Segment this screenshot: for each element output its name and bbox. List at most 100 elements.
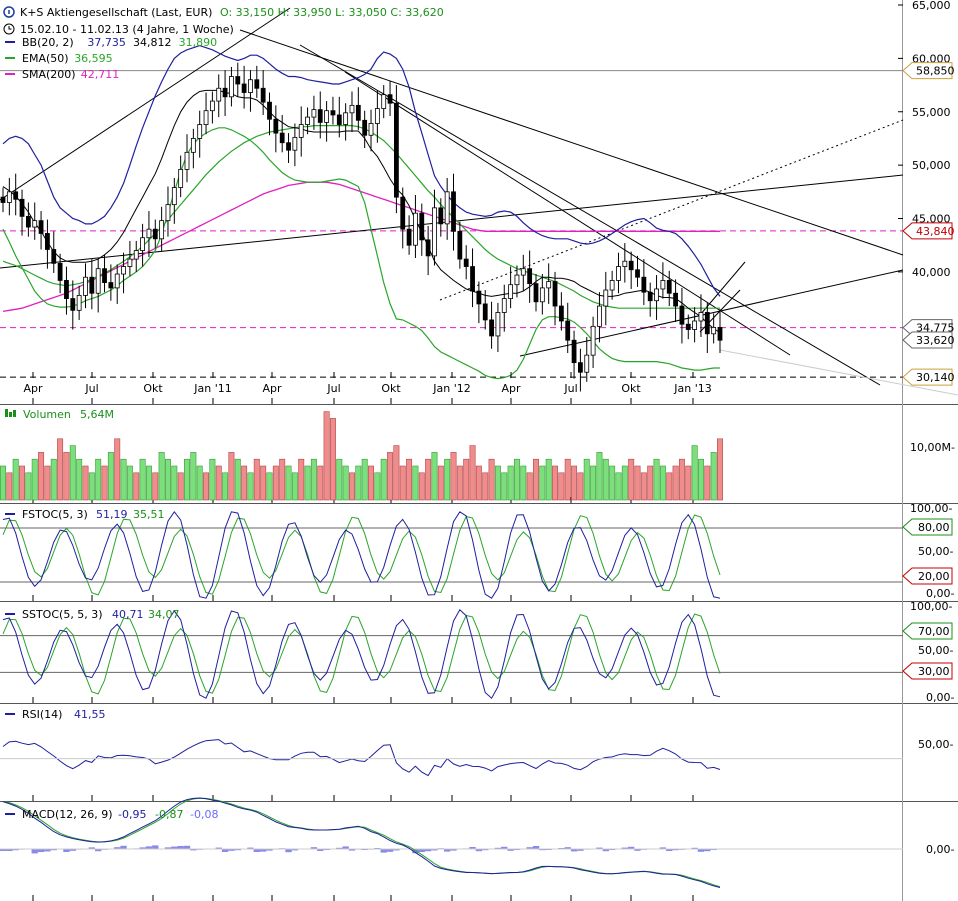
sstoc-signal-line — [2, 613, 721, 695]
fstoc-value-1: 51,19 — [96, 508, 128, 521]
candle-body — [368, 123, 374, 136]
macd-line — [2, 797, 721, 888]
volume-bar — [520, 465, 527, 501]
volume-bar — [558, 472, 565, 501]
volume-icon — [5, 409, 8, 417]
volume-bar — [552, 465, 558, 501]
x-tick-label: Jul — [563, 382, 577, 395]
fstoc-level-20-label: 20,00 — [918, 570, 950, 583]
candle-body — [501, 298, 507, 313]
candle-body — [171, 187, 177, 206]
candle-body — [704, 312, 710, 335]
macd-histogram-bar — [145, 846, 153, 849]
volume-bar — [672, 465, 679, 501]
trendline-6 — [439, 119, 904, 301]
macd-header: MACD(12, 26, 9) -0,95 -0,87 -0,08 0,00- — [5, 808, 954, 856]
x-tick-label: Jan '13 — [673, 382, 711, 395]
candle-body — [38, 220, 44, 234]
price-tick-label: 45,000 — [912, 213, 951, 226]
price-indicators — [2, 44, 721, 380]
sstoc-header: SSTOC(5, 5, 3) 40,71 34,07 100,00- 50,00… — [5, 600, 954, 704]
bb-mid-line — [2, 89, 721, 334]
candle-body — [102, 268, 107, 283]
price-tag-label: 58,850 — [916, 65, 955, 78]
x-tick-label: Okt — [143, 382, 163, 395]
candle-body — [190, 138, 196, 153]
candle-body — [527, 268, 533, 285]
volume-bar — [323, 411, 330, 501]
macd-histogram-bar — [710, 849, 717, 851]
candle-body — [514, 274, 520, 286]
candle-body — [286, 142, 291, 151]
macd-histogram-bar — [494, 847, 502, 849]
macd-histogram-bar — [285, 849, 292, 853]
macd-panel — [0, 797, 903, 888]
volume-bar — [621, 465, 628, 501]
volume-bar — [393, 445, 400, 501]
volume-bar — [336, 458, 343, 501]
candle-body — [260, 87, 266, 103]
candle-body — [552, 281, 558, 307]
macd-histogram-bar — [31, 849, 38, 854]
legend-label: BB(20, 2) — [22, 36, 74, 49]
candle-body — [178, 169, 184, 188]
macd-histogram-bar — [627, 846, 635, 849]
volume-icon-bar3 — [13, 410, 16, 417]
volume-bar — [38, 452, 45, 501]
legend-label: SMA(200) — [22, 68, 76, 81]
volume-bar — [228, 452, 235, 501]
volume-bar — [710, 452, 717, 501]
candle-body — [279, 132, 285, 144]
fstoc-ytick-50: 50,00- — [918, 545, 953, 558]
volume-bar — [406, 458, 413, 501]
macd-ytick: 0,00- — [926, 843, 954, 856]
volume-icon-bar2 — [9, 412, 12, 417]
candle-body — [197, 124, 203, 139]
volume-bar — [165, 458, 171, 501]
candle-body — [590, 325, 596, 356]
macd-histogram-bar — [361, 849, 368, 851]
macd-value-3: -0,08 — [190, 808, 218, 821]
candle-body — [470, 266, 475, 292]
volume-ytick: 10,00M- — [910, 441, 955, 454]
volume-bar — [31, 458, 38, 501]
macd-histogram-bar — [469, 847, 476, 849]
volume-bar — [469, 445, 476, 501]
volume-bar — [628, 458, 635, 501]
volume-bar — [50, 458, 57, 501]
candle-body — [229, 76, 234, 98]
candle-body — [76, 294, 82, 311]
fstoc-label: FSTOC(5, 3) — [22, 508, 88, 521]
rsi-label: RSI(14) — [22, 708, 62, 721]
candle-body — [114, 273, 120, 289]
volume-bar — [691, 445, 698, 501]
candle-body — [70, 298, 76, 311]
volume-bar — [95, 458, 102, 501]
macd-histogram-bar — [659, 847, 667, 849]
candle-body — [324, 110, 330, 123]
volume-bar — [298, 458, 305, 501]
candle-body — [673, 292, 678, 307]
candle-body — [343, 112, 349, 125]
macd-histogram-bar — [44, 849, 51, 852]
sma200-line — [2, 181, 720, 313]
candle-body — [89, 276, 95, 294]
volume-bar — [444, 458, 451, 501]
volume-bar — [12, 458, 19, 501]
volume-bar — [285, 465, 292, 501]
candle-body — [336, 114, 342, 125]
macd-histogram-bar — [380, 849, 387, 853]
macd-histogram-bar — [234, 849, 241, 851]
candle-body — [152, 228, 158, 240]
candle-body — [603, 289, 609, 307]
macd-histogram-bar — [697, 849, 705, 852]
macd-histogram-bar — [634, 849, 641, 851]
candle-body — [146, 228, 152, 239]
macd-histogram-bar — [443, 849, 451, 852]
price-y-axis: 65,000 60,000 55,000 50,000 45,000 40,000 — [898, 0, 951, 279]
sstoc-ytick-0: 0,00- — [926, 691, 954, 704]
macd-histogram-bar — [37, 849, 45, 853]
sstoc-label: SSTOC(5, 5, 3) — [22, 608, 103, 621]
x-tick-label: Apr — [501, 382, 521, 395]
macd-histogram-bar — [221, 849, 229, 853]
